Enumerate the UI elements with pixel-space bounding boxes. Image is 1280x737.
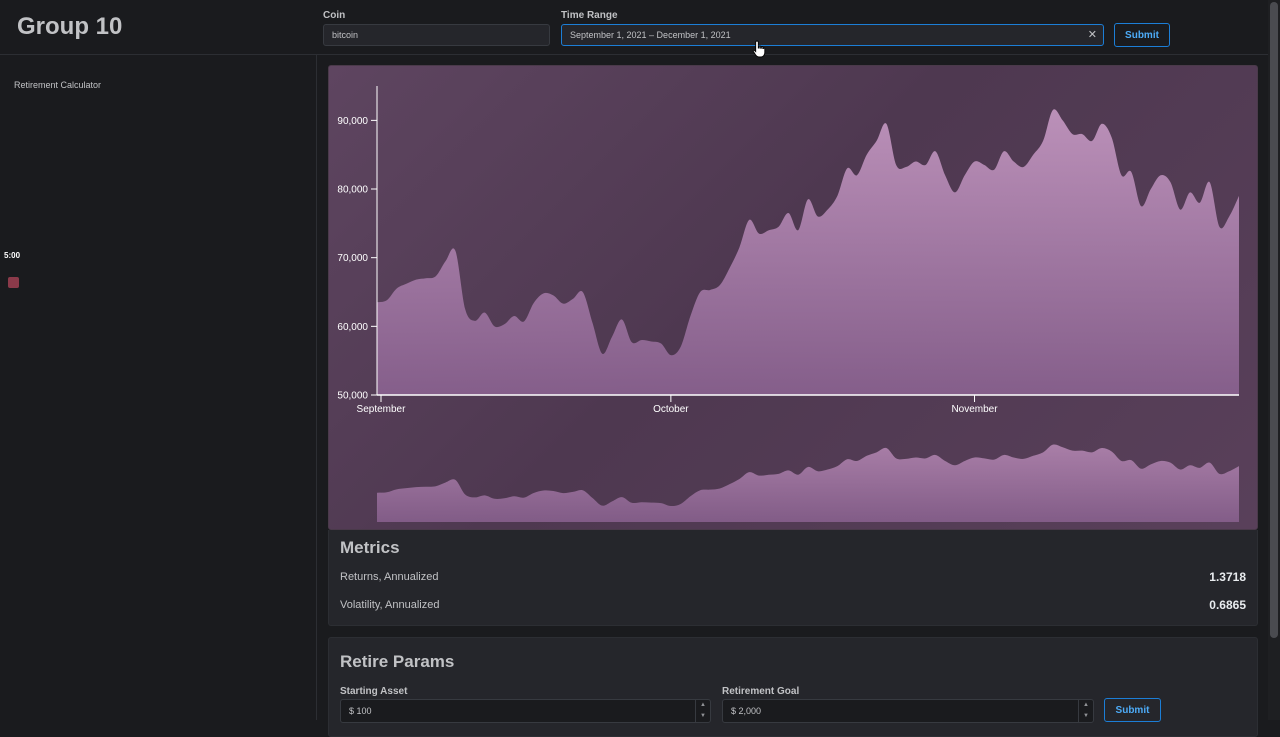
metric-volatility-label: Volatility, Annualized [340, 599, 440, 611]
sidebar: Retirement Calculator 5:00 [0, 55, 317, 720]
starting-asset-stepper[interactable]: ▲ ▼ [695, 700, 710, 722]
price-area-series [377, 109, 1239, 396]
retire-params-card: Retire Params Starting Asset $ 100 ▲ ▼ Re… [328, 637, 1258, 737]
metric-returns-value: 1.3718 [1209, 570, 1246, 584]
coin-input[interactable]: bitcoin [323, 24, 550, 46]
y-tick-label: 70,000 [337, 253, 368, 264]
brand-title: Group 10 [17, 13, 123, 40]
y-tick-label: 60,000 [337, 322, 368, 333]
retirement-goal-label: Retirement Goal [722, 686, 800, 697]
metrics-card: Metrics Returns, Annualized 1.3718 Volat… [328, 530, 1258, 626]
x-tick-label: November [951, 404, 998, 415]
starting-asset-value: $ 100 [349, 706, 372, 716]
coin-label: Coin [323, 10, 346, 21]
price-chart[interactable]: 50,000 60,000 70,000 80,000 90,000 September O… [329, 66, 1258, 530]
retirement-goal-value: $ 2,000 [731, 706, 762, 716]
metric-returns-label: Returns, Annualized [340, 571, 439, 583]
retire-submit-button[interactable]: Submit [1104, 698, 1161, 722]
page-scrollbar[interactable] [1268, 0, 1280, 720]
retire-params-title: Retire Params [340, 652, 455, 671]
y-tick-label: 50,000 [337, 391, 368, 402]
overview-brush-area[interactable] [377, 444, 1239, 522]
sidebar-item-retirement-calculator[interactable]: Retirement Calculator [14, 80, 102, 90]
app-header: Group 10 Coin bitcoin Time Range Septemb… [0, 0, 1268, 55]
retirement-goal-stepper[interactable]: ▲ ▼ [1078, 700, 1093, 722]
price-chart-card: 50,000 60,000 70,000 80,000 90,000 September O… [328, 65, 1258, 530]
metrics-title: Metrics [340, 538, 400, 557]
header-submit-button[interactable]: Submit [1114, 23, 1170, 47]
time-range-input[interactable]: September 1, 2021 – December 1, 2021 ✕ [561, 24, 1104, 46]
metric-volatility-value: 0.6865 [1209, 598, 1246, 612]
x-tick-label: September [357, 404, 407, 415]
time-range-label: Time Range [561, 10, 618, 21]
x-tick-label: October [653, 404, 689, 415]
time-range-value: September 1, 2021 – December 1, 2021 [570, 30, 731, 40]
coin-input-value: bitcoin [332, 30, 359, 40]
recording-timer: 5:00 [4, 251, 21, 260]
starting-asset-input[interactable]: $ 100 ▲ ▼ [340, 699, 711, 723]
retirement-goal-input[interactable]: $ 2,000 ▲ ▼ [722, 699, 1094, 723]
scrollbar-thumb[interactable] [1270, 2, 1278, 638]
starting-asset-label: Starting Asset [340, 686, 408, 697]
hand-cursor-icon [752, 40, 766, 58]
stop-recording-icon[interactable] [8, 277, 19, 288]
close-icon[interactable]: ✕ [1087, 29, 1097, 41]
y-tick-label: 90,000 [337, 116, 368, 127]
y-tick-label: 80,000 [337, 185, 368, 196]
